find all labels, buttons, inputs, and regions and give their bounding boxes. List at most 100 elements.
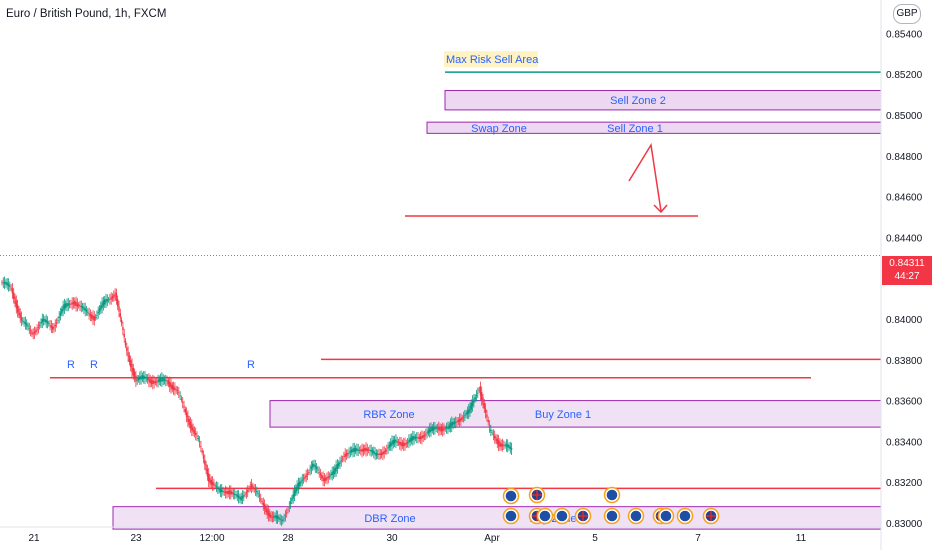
candle-body	[409, 438, 411, 442]
candle-body	[349, 450, 352, 453]
price-tick-label: 0.84400	[886, 233, 923, 244]
zone-label: Swap Zone	[471, 123, 527, 135]
candle-body	[141, 375, 144, 380]
candle-body	[148, 378, 150, 382]
candle-body	[356, 448, 358, 452]
candle-body	[10, 287, 12, 289]
candle-body	[29, 330, 32, 332]
candle-body	[469, 405, 471, 413]
candle-body	[288, 506, 290, 508]
candle-body	[367, 449, 370, 451]
candle-body	[283, 517, 285, 519]
candle-body	[280, 520, 283, 522]
candle-body	[426, 432, 428, 434]
candle-body	[322, 476, 324, 482]
candle-body	[429, 428, 431, 433]
zone-label: Sell Zone 1	[607, 123, 663, 135]
candle-body	[258, 495, 261, 497]
candle-body	[41, 319, 43, 323]
candle-body	[347, 453, 349, 455]
candle-body	[275, 515, 277, 519]
candle-body	[260, 498, 262, 500]
candle-body	[505, 444, 508, 447]
candle-body	[470, 402, 472, 410]
candle-body	[153, 380, 155, 384]
candle-body	[234, 494, 236, 495]
candle-body	[312, 463, 314, 468]
candle-body	[215, 486, 218, 488]
candle-body	[273, 516, 275, 518]
currency-button[interactable]: GBP	[893, 4, 921, 24]
candle-body	[440, 427, 443, 432]
price-tick-label: 0.84800	[886, 152, 923, 163]
candle-body	[157, 380, 159, 383]
projection-arrowhead	[653, 204, 668, 214]
candle-body	[6, 282, 8, 286]
candle-body	[351, 449, 353, 453]
candle-body	[202, 455, 205, 459]
candle-body	[209, 478, 211, 484]
candle-body	[397, 441, 400, 444]
candle-body	[189, 421, 192, 429]
candle-body	[226, 491, 228, 494]
candle-body	[336, 463, 339, 469]
candle-body	[98, 308, 101, 312]
price-tick-label: 0.85400	[886, 29, 923, 40]
candle-body	[27, 325, 29, 328]
candle-body	[72, 301, 75, 305]
candle-body	[123, 333, 125, 338]
candle-body	[133, 372, 136, 379]
candle-body	[179, 395, 181, 397]
eu-flag-icon	[539, 510, 551, 522]
price-tick-label: 0.83400	[886, 437, 923, 448]
candle-body	[241, 495, 244, 499]
candle-body	[130, 359, 132, 368]
candle-body	[127, 351, 129, 357]
candle-body	[374, 452, 376, 455]
candle-body	[75, 301, 77, 307]
candle-body	[445, 427, 448, 429]
candle-body	[448, 424, 450, 430]
candle-body	[401, 442, 404, 447]
r-marker: R	[90, 359, 98, 371]
candle-body	[464, 415, 466, 417]
candle-body	[326, 477, 328, 480]
candle-body	[213, 483, 215, 486]
candle-body	[474, 396, 476, 400]
candle-layer	[1, 276, 513, 527]
candle-body	[481, 391, 483, 401]
candle-body	[417, 437, 419, 439]
candle-body	[274, 515, 276, 518]
candle-body	[232, 492, 235, 495]
candle-body	[239, 497, 241, 500]
candle-body	[267, 510, 270, 517]
candle-body	[504, 444, 506, 446]
candle-body	[457, 420, 459, 422]
candle-body	[102, 300, 105, 307]
candle-body	[166, 380, 168, 382]
candle-body	[94, 316, 97, 319]
zone-rect	[112, 506, 882, 530]
candle-body	[490, 429, 492, 432]
candle-body	[66, 303, 68, 307]
candle-body	[228, 490, 231, 494]
candle-body	[1, 282, 3, 284]
candle-body	[57, 320, 59, 321]
candle-body	[509, 446, 511, 449]
time-tick-label: 30	[386, 533, 398, 544]
candle-body	[438, 427, 440, 431]
candle-body	[388, 444, 391, 448]
candle-body	[128, 355, 131, 363]
candle-body	[117, 299, 119, 307]
eu-flag-icon	[556, 510, 568, 522]
candle-body	[219, 488, 222, 493]
candle-body	[172, 386, 175, 391]
candle-body	[404, 442, 406, 446]
candle-body	[309, 469, 311, 471]
candle-body	[390, 442, 392, 447]
candle-body	[313, 464, 315, 466]
r-marker: R	[67, 359, 75, 371]
zone-label: RBR Zone	[363, 409, 414, 421]
candle-body	[495, 437, 497, 442]
